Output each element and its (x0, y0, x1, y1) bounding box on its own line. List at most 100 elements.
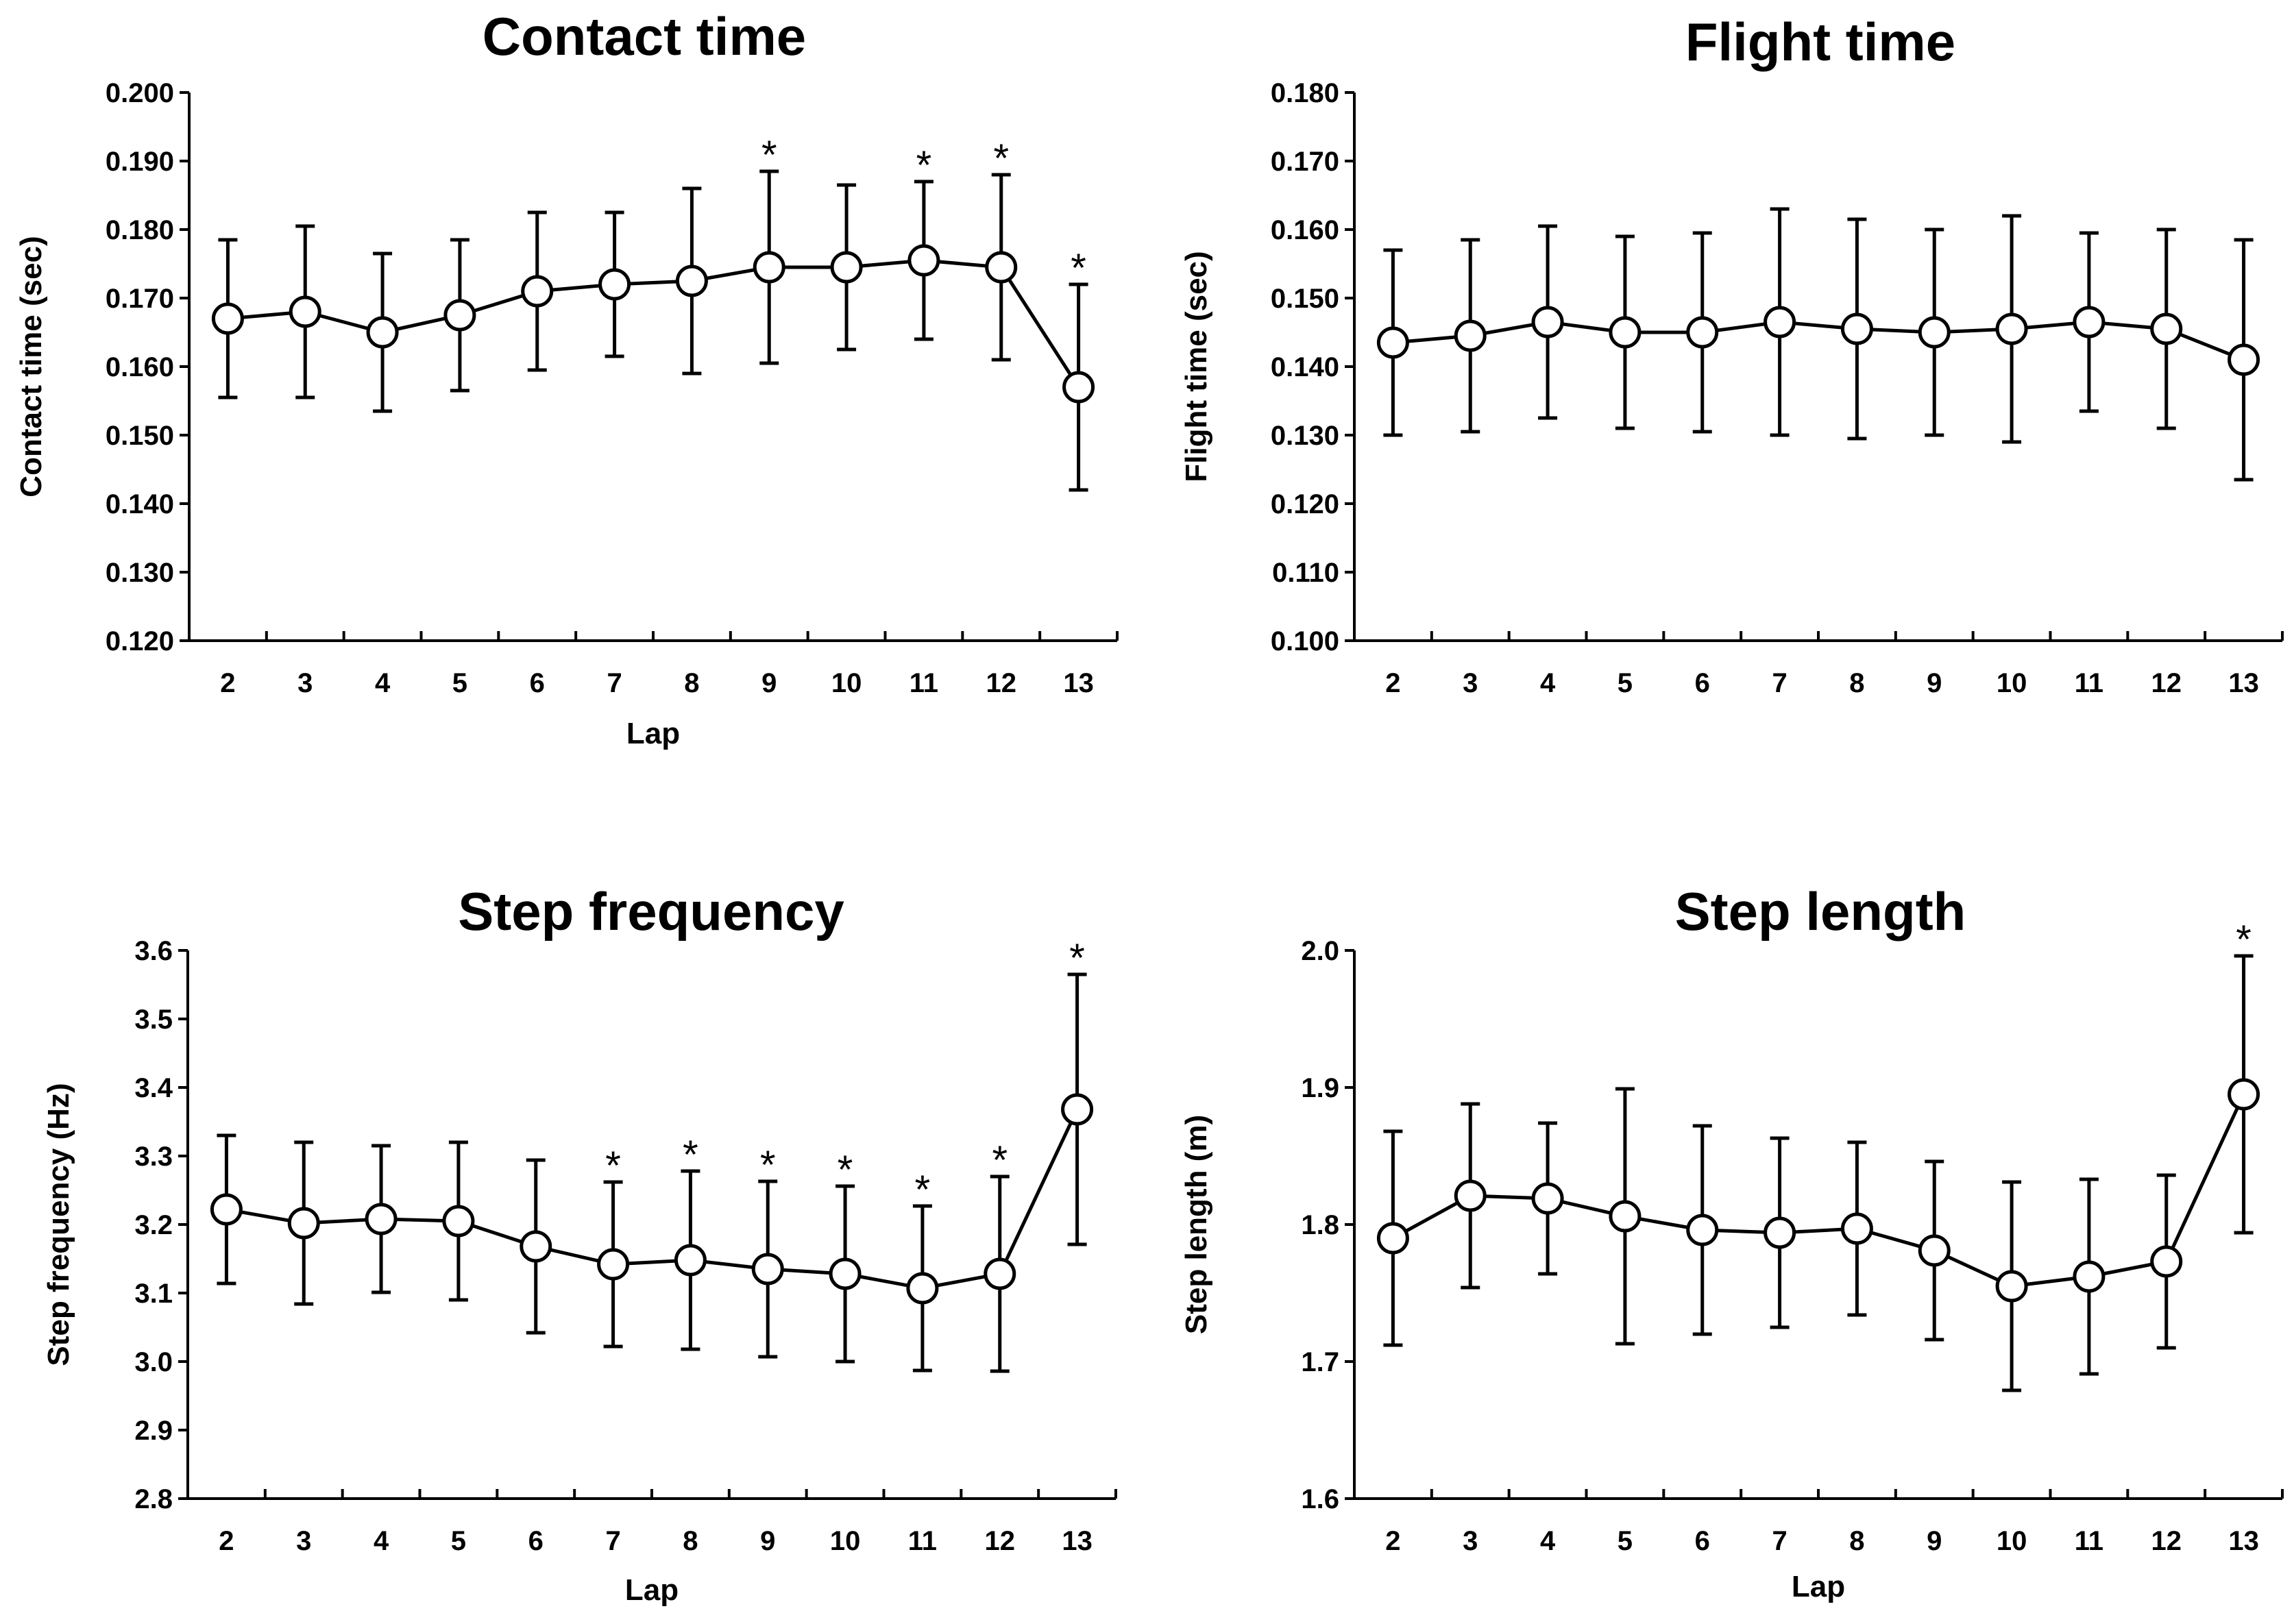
y-tick-label: 0.150 (1271, 284, 1339, 314)
y-tick-label: 1.7 (1301, 1347, 1339, 1377)
y-tick-label: 0.130 (106, 558, 174, 588)
x-tick-label: 7 (1772, 1526, 1787, 1556)
series-line (225, 1108, 1079, 1290)
x-tick-label: 13 (1062, 1526, 1093, 1556)
y-tick-label: 0.190 (106, 147, 174, 177)
data-point (1454, 319, 1487, 352)
x-tick-label: 7 (1772, 668, 1787, 698)
x-tick-label: 11 (2075, 668, 2103, 698)
data-point (1995, 312, 2028, 345)
x-tick-label: 11 (910, 668, 938, 698)
significance-marker: * (761, 133, 777, 177)
y-tick-label: 0.200 (106, 78, 174, 108)
chart-title: Flight time (1685, 12, 1955, 72)
data-point (1531, 1182, 1564, 1215)
x-tick-label: 10 (831, 668, 862, 698)
data-point (1609, 316, 1642, 349)
data-point (1840, 312, 1873, 345)
data-point (1061, 1093, 1094, 1126)
contact-time-chart: Contact time 0.120 0.130 0.140 0.150 0.160 0.1… (14, 6, 1119, 750)
y-tick-label: 3.0 (134, 1347, 173, 1377)
data-point (1609, 1200, 1642, 1233)
x-tick-label: 7 (605, 1526, 620, 1556)
data-point (674, 1244, 707, 1277)
significance-marker: * (993, 136, 1009, 181)
y-tick-label: 0.140 (1271, 352, 1339, 382)
significance-marker: * (992, 1138, 1008, 1183)
significance-marker: * (2236, 918, 2252, 962)
data-point (443, 299, 476, 332)
data-point (2073, 306, 2106, 339)
data-point (442, 1205, 475, 1238)
significance-marker: * (683, 1133, 698, 1177)
data-point (1531, 306, 1564, 339)
data-point (366, 316, 399, 349)
y-tick-label: 3.3 (134, 1142, 173, 1172)
y-tick-label: 0.170 (1271, 147, 1339, 177)
data-point (520, 1230, 552, 1263)
data-point (2228, 343, 2260, 376)
x-tick-label: 5 (1618, 668, 1633, 698)
data-point (829, 1257, 862, 1290)
data-point (1454, 1179, 1487, 1212)
x-tick-label: 13 (2228, 668, 2259, 698)
y-tick-label: 0.170 (106, 284, 174, 314)
flight-time-chart: Flight time 0.100 0.110 0.120 0.130 0.140 0.15… (1180, 12, 2284, 698)
significance-marker: * (915, 1168, 931, 1212)
x-tick-label: 13 (1063, 668, 1094, 698)
x-tick-label: 6 (1695, 1526, 1710, 1556)
y-tick-label: 1.6 (1301, 1484, 1339, 1514)
data-point (2228, 1078, 2260, 1111)
data-point (1062, 371, 1095, 404)
y-tick-label: 1.9 (1301, 1073, 1339, 1103)
x-tick-label: 8 (1849, 668, 1864, 698)
data-point (2150, 1245, 2183, 1278)
x-tick-label: 11 (2075, 1526, 2103, 1556)
y-axis-label: Contact time (sec) (14, 236, 48, 497)
x-tick-label: 6 (530, 668, 545, 698)
data-point (906, 1272, 939, 1305)
y-axis-label: Flight time (sec) (1180, 251, 1213, 482)
y-tick-label: 0.100 (1271, 626, 1339, 656)
data-point (753, 251, 785, 284)
x-tick-label: 10 (1997, 668, 2027, 698)
data-point (1376, 326, 1409, 359)
step-length-chart: Step length 1.6 1.7 1.8 1.9 2.0 2 3 4 5 6 7 8 9 10 11 12… (1180, 881, 2284, 1603)
data-point (521, 275, 554, 308)
x-tick-label: 5 (1618, 1526, 1633, 1556)
y-tick-label: 2.8 (134, 1484, 173, 1514)
x-tick-label: 4 (1540, 668, 1556, 698)
x-tick-label: 5 (452, 668, 467, 698)
data-point (1918, 316, 1951, 349)
data-point (984, 1257, 1016, 1290)
x-tick-label: 13 (2228, 1526, 2259, 1556)
x-tick-label: 2 (1385, 1526, 1400, 1556)
series-line (1392, 1093, 2245, 1288)
significance-marker: * (916, 143, 932, 188)
x-tick-label: 4 (375, 668, 391, 698)
y-tick-label: 3.2 (134, 1210, 173, 1240)
x-tick-label: 12 (986, 668, 1017, 698)
data-point (365, 1203, 398, 1235)
data-point (2150, 312, 2183, 345)
x-tick-label: 7 (607, 668, 622, 698)
x-tick-label: 4 (374, 1526, 389, 1556)
data-point (907, 244, 940, 277)
y-tick-label: 0.160 (106, 352, 174, 382)
data-point (289, 295, 321, 328)
data-point (211, 302, 244, 335)
chart-title: Step frequency (458, 881, 844, 942)
y-axis-label: Step length (m) (1180, 1115, 1213, 1334)
significance-marker: * (1071, 246, 1086, 291)
x-tick-label: 6 (1695, 668, 1710, 698)
x-tick-label: 8 (683, 1526, 698, 1556)
x-tick-label: 6 (528, 1526, 544, 1556)
x-tick-label: 2 (219, 1526, 234, 1556)
x-tick-label: 9 (1927, 1526, 1942, 1556)
y-tick-label: 2.0 (1301, 936, 1339, 966)
x-tick-label: 9 (760, 1526, 775, 1556)
data-point (1764, 1216, 1796, 1249)
x-tick-label: 8 (684, 668, 699, 698)
x-tick-label: 12 (985, 1526, 1016, 1556)
x-tick-label: 4 (1540, 1526, 1556, 1556)
